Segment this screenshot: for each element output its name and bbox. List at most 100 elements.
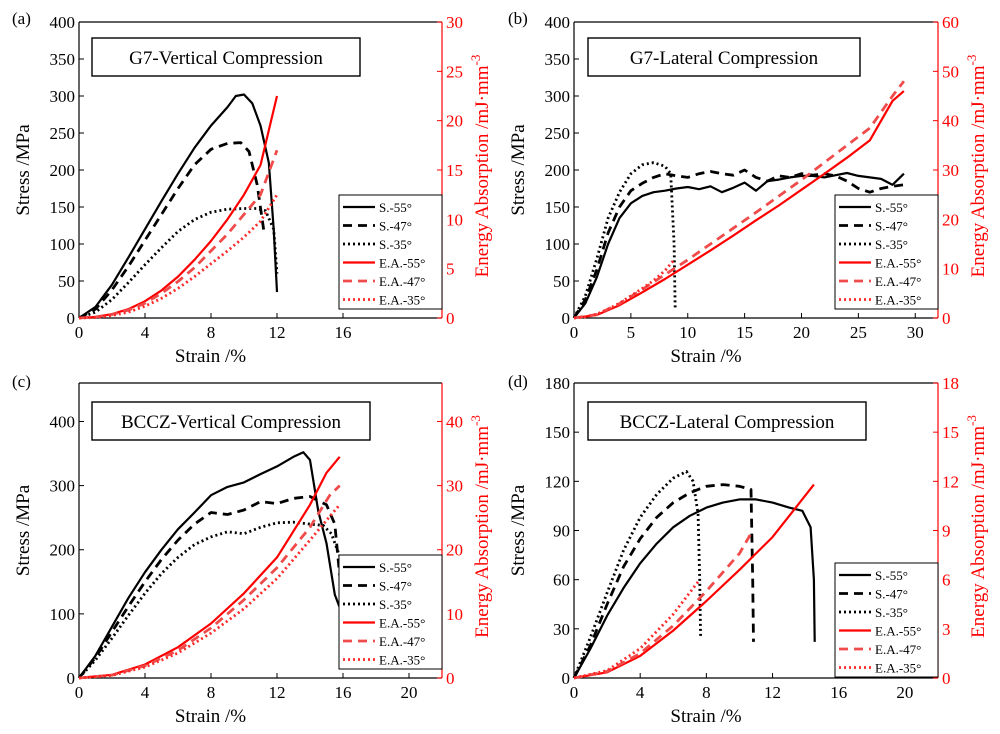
y-left-tick-label: 300 bbox=[545, 87, 571, 106]
y-right-tick-label: 9 bbox=[942, 522, 951, 541]
x-tick-label: 20 bbox=[401, 683, 418, 702]
y-right-axis-label: Energy Absorption /mJ·mm-3 bbox=[468, 55, 493, 278]
y-left-tick-label: 0 bbox=[562, 669, 571, 688]
series-line-2 bbox=[78, 207, 279, 320]
y-left-tick-label: 90 bbox=[553, 522, 570, 541]
y-right-tick-label: 0 bbox=[942, 669, 951, 688]
y-right-tick-label: 40 bbox=[446, 412, 463, 431]
legend-label: S.-47° bbox=[379, 219, 412, 234]
legend-box bbox=[338, 554, 443, 670]
y-right-tick-label: 20 bbox=[446, 112, 463, 131]
x-axis-label: Strain /% bbox=[175, 346, 246, 367]
panel-label: (c) bbox=[12, 372, 31, 391]
x-tick-label: 4 bbox=[141, 683, 150, 702]
x-tick-label: 15 bbox=[736, 323, 753, 342]
y-left-tick-label: 100 bbox=[50, 605, 76, 624]
y-right-tick-label: 20 bbox=[446, 541, 463, 560]
x-tick-label: 8 bbox=[702, 683, 711, 702]
legend-box bbox=[834, 194, 939, 310]
x-axis-label: Strain /% bbox=[175, 706, 246, 727]
y-right-tick-label: 0 bbox=[942, 309, 951, 328]
y-left-tick-label: 120 bbox=[545, 472, 571, 491]
y-right-tick-label: 60 bbox=[942, 13, 959, 32]
x-tick-label: 5 bbox=[627, 323, 636, 342]
legend-label: E.A.-55° bbox=[379, 256, 425, 271]
y-right-tick-label: 10 bbox=[446, 605, 463, 624]
x-tick-label: 0 bbox=[570, 323, 579, 342]
series-line-5 bbox=[78, 193, 279, 320]
legend-label: E.A.-47° bbox=[875, 642, 921, 657]
y-left-tick-label: 30 bbox=[553, 620, 570, 639]
legend-label: E.A.-35° bbox=[875, 661, 921, 676]
y-right-tick-label: 40 bbox=[942, 112, 959, 131]
panel-2: (c)0 4 8 12 16 200100200300400010203040Strain… bbox=[12, 372, 493, 727]
title-box bbox=[587, 401, 867, 441]
legend-label: E.A.-47° bbox=[379, 634, 425, 649]
panel-label: (d) bbox=[508, 372, 528, 391]
panel-0: (a) 0 4 8 12 16 0 50 100 150 200 250 300 350 400 0 5 10 15… bbox=[12, 9, 493, 367]
y-right-tick-label: 5 bbox=[446, 260, 455, 279]
legend-label: S.-35° bbox=[379, 597, 412, 612]
x-axis-label: Strain /% bbox=[670, 346, 741, 367]
x-axis-label: Strain /% bbox=[670, 706, 741, 727]
series-line-3 bbox=[573, 483, 815, 680]
x-tick-label: 20 bbox=[793, 323, 810, 342]
y-right-tick-label: 0 bbox=[446, 309, 455, 328]
legend-label: S.-55° bbox=[379, 560, 412, 575]
y-left-tick-label: 200 bbox=[545, 161, 571, 180]
series-line-2 bbox=[572, 470, 702, 679]
y-left-tick-label: 0 bbox=[562, 309, 571, 328]
legend-box bbox=[338, 194, 443, 310]
panel-1: (b)0 5 10 15 20 25 300501001502002503003504000… bbox=[508, 9, 989, 367]
x-tick-label: 8 bbox=[207, 683, 216, 702]
y-left-tick-label: 400 bbox=[50, 412, 76, 431]
y-left-axis-label: Stress /MPa bbox=[508, 124, 529, 216]
x-tick-label: 4 bbox=[141, 323, 150, 342]
y-right-tick-label: 3 bbox=[942, 620, 951, 639]
series-line-3 bbox=[78, 95, 279, 320]
x-tick-label: 0 bbox=[570, 683, 579, 702]
y-right-tick-label: 25 bbox=[446, 62, 463, 81]
series-line-3 bbox=[78, 456, 341, 680]
title-box bbox=[91, 37, 361, 77]
panel-label: (b) bbox=[508, 9, 528, 28]
y-left-tick-label: 400 bbox=[50, 13, 76, 32]
y-right-axis-label-text: Energy Absorption /mJ·mm bbox=[968, 426, 989, 638]
y-right-axis-label-sup: -3 bbox=[468, 55, 483, 66]
y-right-axis-label-sup: -3 bbox=[964, 55, 979, 66]
y-left-axis-label: Stress /MPa bbox=[508, 484, 529, 576]
y-right-tick-label: 30 bbox=[446, 477, 463, 496]
y-left-tick-label: 150 bbox=[545, 198, 571, 217]
y-right-axis-label: Energy Absorption /mJ·mm-3 bbox=[964, 55, 989, 278]
x-tick-label: 16 bbox=[335, 683, 352, 702]
legend-label: E.A.-35° bbox=[379, 653, 425, 668]
x-tick-label: 20 bbox=[896, 683, 913, 702]
legend-label: S.-55° bbox=[875, 200, 908, 215]
y-right-tick-label: 18 bbox=[942, 374, 959, 393]
x-tick-label: 16 bbox=[830, 683, 847, 702]
x-tick-label: 0 bbox=[75, 323, 84, 342]
series-line-0 bbox=[78, 93, 279, 319]
legend-label: S.-55° bbox=[379, 200, 412, 215]
x-tick-label: 25 bbox=[850, 323, 867, 342]
x-tick-label: 12 bbox=[269, 323, 286, 342]
legend-label: S.-35° bbox=[875, 605, 908, 620]
y-left-axis-label: Stress /MPa bbox=[13, 124, 34, 216]
series-line-5 bbox=[573, 258, 676, 320]
y-right-tick-label: 50 bbox=[942, 62, 959, 81]
title-box bbox=[587, 37, 861, 77]
y-right-tick-label: 15 bbox=[446, 161, 463, 180]
series-line-1 bbox=[78, 141, 266, 320]
x-tick-label: 12 bbox=[269, 683, 286, 702]
legend-label: E.A.-55° bbox=[875, 256, 921, 271]
series-line-3 bbox=[573, 90, 905, 320]
y-right-tick-label: 20 bbox=[942, 210, 959, 229]
legend-box bbox=[834, 562, 939, 678]
chart-title: BCCZ-Lateral Compression bbox=[620, 412, 835, 433]
y-left-tick-label: 50 bbox=[58, 272, 75, 291]
y-right-tick-label: 10 bbox=[942, 260, 959, 279]
panel-3: (d) 0 4 8 12 16 20 0 30 60 90 120 150 180 0 3 6 9 12 15 18 St… bbox=[508, 372, 989, 727]
x-tick-label: 10 bbox=[679, 323, 696, 342]
x-tick-label: 4 bbox=[636, 683, 645, 702]
